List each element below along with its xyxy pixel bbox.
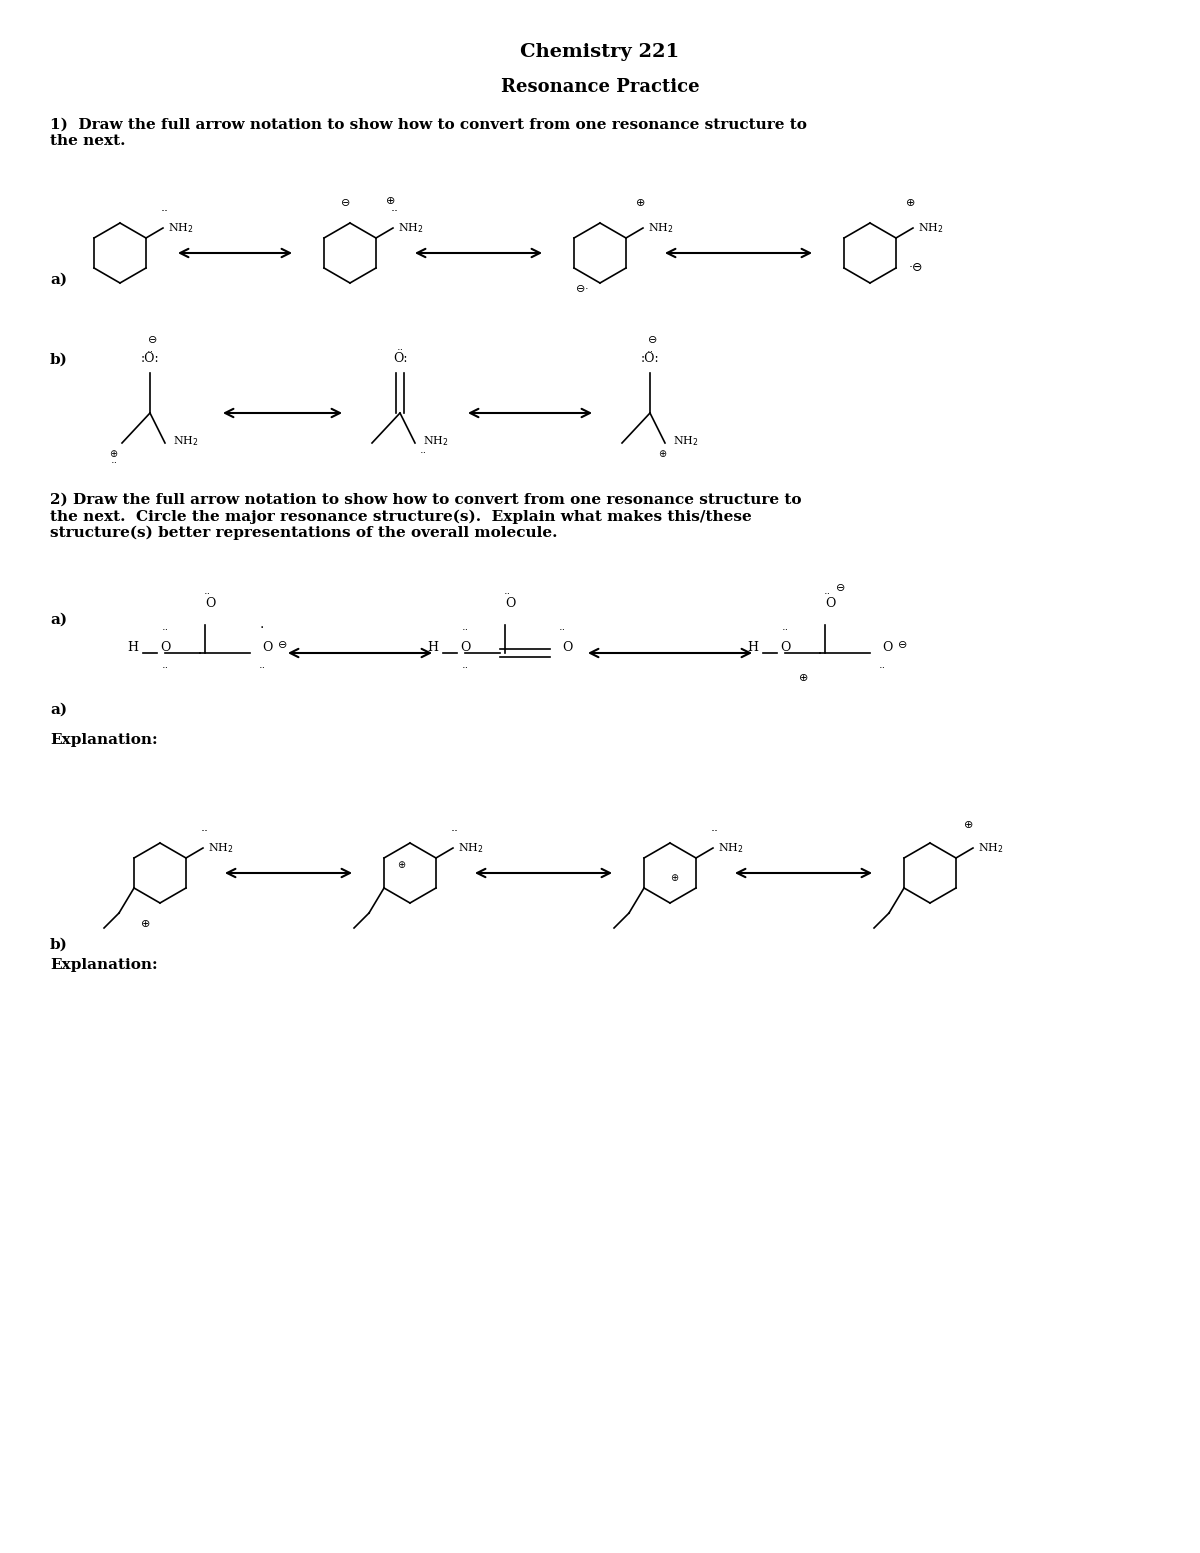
Text: Chemistry 221: Chemistry 221 xyxy=(521,43,679,61)
Text: O: O xyxy=(205,596,215,610)
Text: ··: ·· xyxy=(503,589,511,599)
Text: ··: ·· xyxy=(203,589,211,599)
Text: $\ominus$·: $\ominus$· xyxy=(575,283,589,294)
Text: ··: ·· xyxy=(391,205,398,217)
Text: b): b) xyxy=(50,353,68,367)
Text: $\ominus$: $\ominus$ xyxy=(146,334,157,345)
Text: O: O xyxy=(824,596,835,610)
Text: ··: ·· xyxy=(558,624,565,635)
Text: b): b) xyxy=(50,938,68,952)
Text: $\oplus$: $\oplus$ xyxy=(905,197,916,208)
Text: ·$\ominus$: ·$\ominus$ xyxy=(908,261,923,275)
Text: NH$_2$: NH$_2$ xyxy=(424,435,449,447)
Text: $\oplus$: $\oplus$ xyxy=(659,447,667,460)
Text: $\oplus$: $\oplus$ xyxy=(671,873,679,884)
Text: 1)  Draw the full arrow notation to show how to convert from one resonance struc: 1) Draw the full arrow notation to show … xyxy=(50,118,806,148)
Text: $\ominus$: $\ominus$ xyxy=(647,334,658,345)
Text: :O:: :O: xyxy=(140,353,160,365)
Text: ··: ·· xyxy=(781,624,788,635)
Text: ··: ·· xyxy=(419,447,427,458)
Text: NH$_2$: NH$_2$ xyxy=(673,435,698,447)
Text: ··: ·· xyxy=(146,346,154,357)
Text: ··: ·· xyxy=(878,663,886,672)
Text: NH$_2$: NH$_2$ xyxy=(718,842,744,854)
Text: ··: ·· xyxy=(161,624,169,635)
Text: Explanation:: Explanation: xyxy=(50,958,157,972)
Text: O: O xyxy=(505,596,515,610)
Text: O:: O: xyxy=(392,353,407,365)
Text: $\oplus$: $\oplus$ xyxy=(397,859,407,871)
Text: O: O xyxy=(882,641,893,654)
Text: ·: · xyxy=(260,621,264,635)
Text: Resonance Practice: Resonance Practice xyxy=(500,78,700,96)
Text: H: H xyxy=(748,641,758,654)
Text: NH$_2$: NH$_2$ xyxy=(458,842,484,854)
Text: NH$_2$: NH$_2$ xyxy=(168,221,193,235)
Text: NH$_2$: NH$_2$ xyxy=(918,221,943,235)
Text: NH$_2$: NH$_2$ xyxy=(978,842,1003,854)
Text: $\oplus$: $\oplus$ xyxy=(635,197,646,208)
Text: ··: ·· xyxy=(200,825,209,839)
Text: ··: ·· xyxy=(396,345,403,356)
Text: $\oplus$: $\oplus$ xyxy=(962,818,973,829)
Text: ··: ·· xyxy=(110,458,118,467)
Text: ··: ·· xyxy=(258,663,265,672)
Text: NH$_2$: NH$_2$ xyxy=(648,221,673,235)
Text: ··: ·· xyxy=(161,205,169,217)
Text: H: H xyxy=(127,641,138,654)
Text: O: O xyxy=(780,641,790,654)
Text: $\oplus$: $\oplus$ xyxy=(798,672,808,683)
Text: O: O xyxy=(562,641,572,654)
Text: ··: ·· xyxy=(461,624,469,635)
Text: NH$_2$: NH$_2$ xyxy=(208,842,234,854)
Text: O: O xyxy=(460,641,470,654)
Text: $\oplus$: $\oplus$ xyxy=(385,196,395,207)
Text: $\oplus$: $\oplus$ xyxy=(140,918,150,929)
Text: ··: ·· xyxy=(823,589,830,599)
Text: $\oplus$: $\oplus$ xyxy=(109,447,119,460)
Text: 2) Draw the full arrow notation to show how to convert from one resonance struct: 2) Draw the full arrow notation to show … xyxy=(50,492,802,540)
Text: a): a) xyxy=(50,613,67,627)
Text: $\ominus$: $\ominus$ xyxy=(277,640,287,651)
Text: ··: ·· xyxy=(710,825,719,839)
Text: $\ominus$: $\ominus$ xyxy=(340,197,350,208)
Text: NH$_2$: NH$_2$ xyxy=(173,435,199,447)
Text: H: H xyxy=(427,641,438,654)
Text: $\ominus$: $\ominus$ xyxy=(896,640,907,651)
Text: O: O xyxy=(262,641,272,654)
Text: $\ominus$: $\ominus$ xyxy=(835,582,845,593)
Text: a): a) xyxy=(50,273,67,287)
Text: ··: ·· xyxy=(461,663,469,672)
Text: O: O xyxy=(160,641,170,654)
Text: Explanation:: Explanation: xyxy=(50,733,157,747)
Text: ··: ·· xyxy=(161,663,169,672)
Text: ··: ·· xyxy=(451,825,458,839)
Text: ··: ·· xyxy=(647,346,654,357)
Text: a): a) xyxy=(50,704,67,717)
Text: NH$_2$: NH$_2$ xyxy=(398,221,424,235)
Text: :O:: :O: xyxy=(641,353,659,365)
